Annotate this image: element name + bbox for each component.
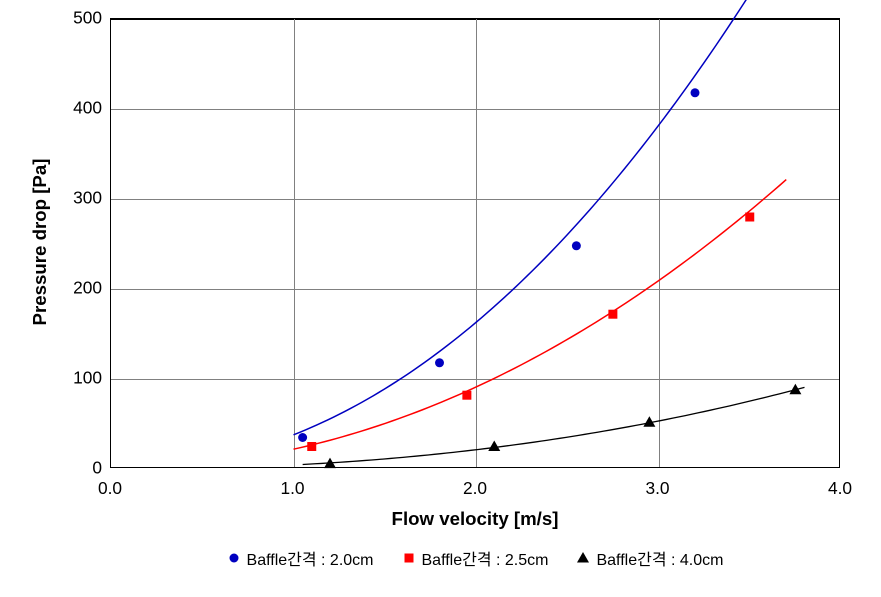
- y-axis-title: Pressure drop [Pa]: [29, 112, 51, 372]
- legend-label: Baffle간격 : 2.5cm: [422, 546, 549, 570]
- legend-item-s2: Baffle간격 : 2.5cm: [402, 546, 549, 570]
- y-tick-label: 0: [0, 458, 102, 479]
- trendline-s1: [294, 0, 750, 435]
- legend-item-s1: Baffle간격 : 2.0cm: [227, 546, 374, 570]
- trendline-s2: [294, 180, 787, 450]
- x-tick-label: 4.0: [828, 478, 852, 499]
- y-tick-label: 500: [0, 8, 102, 29]
- x-tick-label: 1.0: [280, 478, 304, 499]
- legend-label: Baffle간격 : 2.0cm: [247, 546, 374, 570]
- plot-area: [110, 18, 840, 468]
- marker-s2: [462, 391, 471, 400]
- legend: Baffle간격 : 2.0cm Baffle간격 : 2.5cm Baffle간격…: [110, 546, 840, 570]
- x-axis-title: Flow velocity [m/s]: [110, 508, 840, 530]
- x-tick-label: 2.0: [463, 478, 487, 499]
- marker-s1: [572, 241, 581, 250]
- y-tick-label: 200: [0, 278, 102, 299]
- legend-marker-triangle-icon: [576, 551, 590, 565]
- marker-s2: [608, 310, 617, 319]
- y-tick-label: 300: [0, 188, 102, 209]
- marker-s1: [435, 358, 444, 367]
- legend-marker-circle-icon: [227, 551, 241, 565]
- marker-s1: [298, 433, 307, 442]
- x-tick-label: 3.0: [645, 478, 669, 499]
- marker-s2: [745, 213, 754, 222]
- x-tick-label: 0.0: [98, 478, 122, 499]
- y-tick-label: 100: [0, 368, 102, 389]
- y-tick-label: 400: [0, 98, 102, 119]
- legend-item-s3: Baffle간격 : 4.0cm: [576, 546, 723, 570]
- legend-label: Baffle간격 : 4.0cm: [596, 546, 723, 570]
- marker-s3: [488, 441, 500, 452]
- marker-s1: [691, 88, 700, 97]
- marker-s2: [307, 442, 316, 451]
- legend-marker-square-icon: [402, 551, 416, 565]
- series-layer: [111, 19, 841, 469]
- chart-container: Pressure drop [Pa] Flow velocity [m/s] B…: [0, 0, 881, 597]
